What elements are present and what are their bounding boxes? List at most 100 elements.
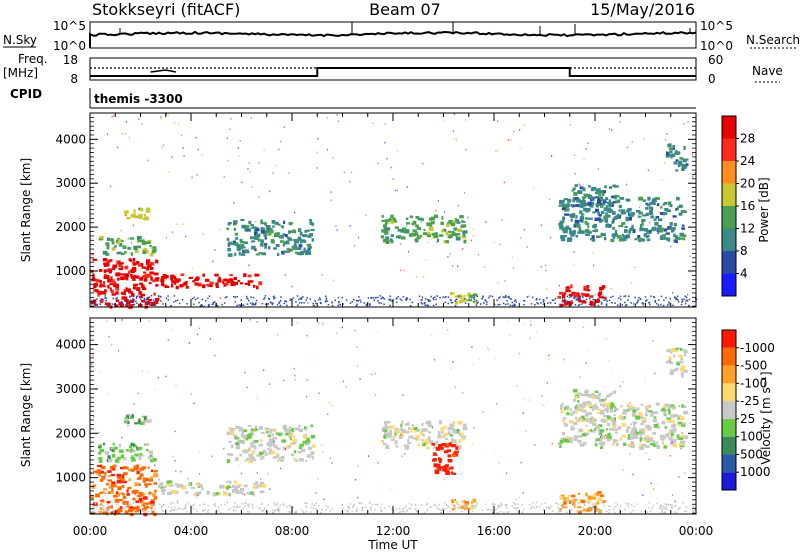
power-echo-region-6 xyxy=(450,291,478,305)
velocity-axes: 1000 2000 3000 4000 xyxy=(55,317,697,514)
freq-tick-top: 18 xyxy=(63,53,78,67)
power-echo-region-1 xyxy=(155,273,263,290)
velocity-colorbar-label-3: 25 xyxy=(740,412,755,426)
velocity-colorbar-label-7: -1000 xyxy=(740,341,775,355)
x-tick-label-2: 08:00 xyxy=(275,524,310,538)
power-ytick-label-0: 1000 xyxy=(55,264,86,278)
velocity-echo-region-4 xyxy=(226,424,316,464)
power-colorbar: 4 8 12 16 20 24 28 xyxy=(721,115,755,297)
power-colorbar-label-6: 28 xyxy=(740,132,755,146)
power-colorbar-band-0 xyxy=(722,273,736,296)
velocity-colorbar-label-0: 1000 xyxy=(740,465,771,479)
freq-tick-bottom: 8 xyxy=(70,72,78,86)
velocity-echo-region-5 xyxy=(381,420,468,450)
nave-trace xyxy=(90,67,696,77)
cpid-label: CPID xyxy=(10,87,42,101)
power-panel: 1000 2000 3000 4000 xyxy=(55,112,698,310)
power-colorbar-band-1 xyxy=(722,251,736,274)
velocity-echo-region-6 xyxy=(431,442,459,475)
power-ytick-label-2: 3000 xyxy=(55,176,86,190)
freq-panel xyxy=(89,57,697,81)
velocity-colorbar-label-4: -25 xyxy=(740,394,760,408)
power-colorbar-label: Power [dB] xyxy=(757,177,771,242)
x-tick-label-4: 16:00 xyxy=(477,524,512,538)
velocity-colorbar-label-2: 100 xyxy=(740,430,763,444)
velocity-ytick-label-0: 1000 xyxy=(55,471,86,485)
velocity-echo-region-10 xyxy=(573,389,617,414)
power-colorbar-label-1: 8 xyxy=(740,244,748,258)
velocity-colorbar-band-8 xyxy=(722,330,736,348)
velocity-colorbar-band-7 xyxy=(722,347,736,366)
power-colorbar-label-5: 24 xyxy=(740,154,755,168)
x-tick-label-6: 00:00 xyxy=(679,524,714,538)
velocity-ytick-label-1: 2000 xyxy=(55,426,86,440)
velocity-ytick-label-3: 4000 xyxy=(55,338,86,352)
velocity-ylabel: Slant Range [km] xyxy=(19,363,33,467)
nsky-tick-top-right: 10^5 xyxy=(700,19,733,33)
power-colorbar-band-6 xyxy=(722,138,736,161)
cpid-value: themis -3300 xyxy=(94,92,183,106)
nsky-tick-bottom-left: 10^0 xyxy=(53,39,86,53)
power-echo-region-2 xyxy=(98,235,157,257)
velocity-echo-region-3 xyxy=(123,413,152,425)
velocity-colorbar-label-1: 500 xyxy=(740,447,763,461)
velocity-sparse-dots xyxy=(90,318,697,514)
velocity-colorbar-band-0 xyxy=(722,472,736,490)
power-colorbar-band-7 xyxy=(722,116,736,139)
velocity-colorbar-label: Velocity [m s⁻¹] xyxy=(759,371,773,464)
nave-tick-top: 60 xyxy=(708,53,723,67)
nsearch-label: N.Search xyxy=(746,33,800,47)
power-colorbar-label-3: 16 xyxy=(740,199,755,213)
power-echo-region-9 xyxy=(570,184,620,209)
nsky-tick-bottom-right: 10^0 xyxy=(700,39,733,53)
nsky-trace xyxy=(89,30,697,48)
velocity-echo-region-9 xyxy=(557,402,689,450)
power-echo-region-8 xyxy=(558,196,687,243)
power-colorbar-label-4: 20 xyxy=(740,177,755,191)
x-tick-label-0: 00:00 xyxy=(73,524,108,538)
power-colorbar-band-3 xyxy=(722,206,736,229)
nsky-spikes xyxy=(119,22,691,34)
power-echo-region-5 xyxy=(380,214,468,244)
beam-title: Beam 07 xyxy=(369,0,441,19)
nave-tick-bottom: 0 xyxy=(708,72,716,86)
velocity-colorbar-band-5 xyxy=(722,383,736,402)
date-title: 15/May/2016 xyxy=(590,0,695,19)
velocity-colorbar-band-3 xyxy=(722,418,736,437)
x-tick-label-3: 12:00 xyxy=(376,524,411,538)
power-sparse-dots xyxy=(91,113,696,309)
x-tick-label-5: 20:00 xyxy=(578,524,613,538)
velocity-colorbar-band-1 xyxy=(722,454,736,473)
x-tick-label-1: 04:00 xyxy=(174,524,209,538)
power-echo-region-4 xyxy=(226,218,315,257)
velocity-echo-region-1 xyxy=(157,480,267,497)
power-colorbar-label-2: 12 xyxy=(740,222,755,236)
nsky-label: N.Sky xyxy=(3,33,37,47)
velocity-colorbar-band-4 xyxy=(722,401,736,419)
velocity-colorbar-label-6: -500 xyxy=(740,359,767,373)
power-colorbar-band-2 xyxy=(722,228,736,251)
power-echo-region-0 xyxy=(90,258,160,310)
velocity-colorbar-label-5: -100 xyxy=(740,376,767,390)
velocity-echoes xyxy=(90,318,697,517)
power-ytick-label-1: 2000 xyxy=(55,220,86,234)
power-ytick-label-3: 4000 xyxy=(55,132,86,146)
power-colorbar-band-4 xyxy=(722,183,736,206)
velocity-colorbar: 1000 500 100 25 -25 -100 -500 -1000 xyxy=(721,329,775,491)
power-echo-region-10 xyxy=(665,143,689,172)
x-axis-label: Time UT xyxy=(367,538,418,552)
velocity-echo-region-2 xyxy=(97,442,157,463)
power-ylabel: Slant Range [km] xyxy=(19,158,33,262)
power-colorbar-band-5 xyxy=(722,161,736,184)
velocity-ytick-label-2: 3000 xyxy=(55,382,86,396)
nsky-tick-top-left: 10^5 xyxy=(53,19,86,33)
velocity-echo-region-8 xyxy=(559,491,607,514)
power-echoes xyxy=(90,113,698,310)
power-colorbar-label-0: 4 xyxy=(740,267,748,281)
velocity-echo-region-11 xyxy=(665,347,688,378)
velocity-colorbar-band-6 xyxy=(722,365,736,384)
x-tick-labels: 00:00 04:00 08:00 12:00 16:00 20:00 00:00 xyxy=(73,524,714,538)
nave-blip xyxy=(150,69,176,73)
freq-unit-label: [MHz] xyxy=(3,66,38,80)
